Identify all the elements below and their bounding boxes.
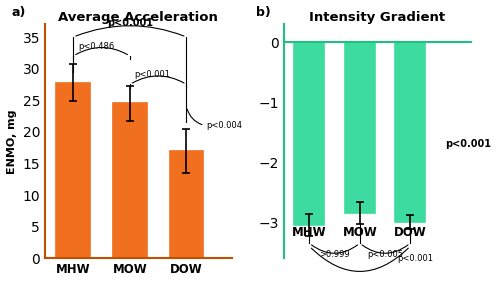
Text: MOW: MOW — [342, 226, 377, 239]
Bar — [56, 83, 90, 258]
Bar — [113, 103, 147, 258]
Title: Average Acceleration: Average Acceleration — [58, 11, 218, 24]
Text: p<0.005: p<0.005 — [367, 250, 403, 260]
Text: DOW: DOW — [394, 226, 426, 239]
Bar — [395, 42, 426, 222]
Bar — [170, 151, 203, 258]
Bar — [294, 42, 324, 225]
Bar — [344, 42, 375, 213]
Title: Intensity Gradient: Intensity Gradient — [310, 11, 446, 24]
Text: p<0.001: p<0.001 — [398, 254, 434, 263]
Text: >0.999: >0.999 — [319, 250, 350, 260]
Text: b): b) — [256, 6, 271, 19]
Text: a): a) — [12, 6, 26, 19]
Text: p<0.486: p<0.486 — [78, 42, 114, 51]
Text: p<0.001: p<0.001 — [107, 18, 153, 27]
Text: p<0.001: p<0.001 — [134, 70, 170, 79]
Y-axis label: ENMO, mg: ENMO, mg — [7, 109, 17, 173]
Text: p<0.001: p<0.001 — [446, 139, 492, 149]
Text: p<0.004: p<0.004 — [206, 121, 242, 130]
Text: MHW: MHW — [292, 226, 326, 239]
